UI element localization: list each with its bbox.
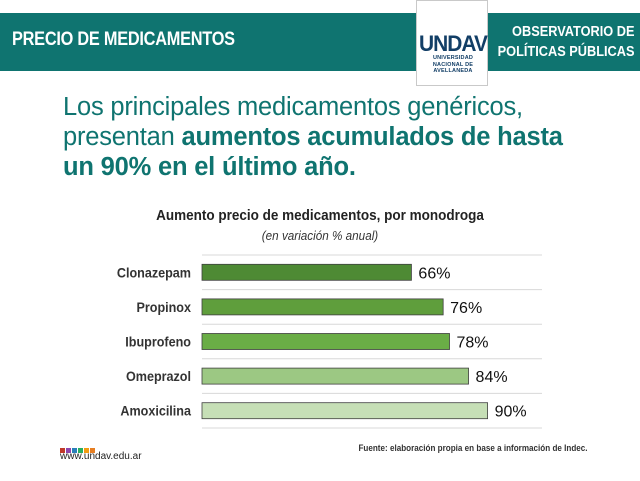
logo-line-3: AVELLANEDA xyxy=(433,68,473,74)
observatory-line-1: OBSERVATORIO DE xyxy=(511,24,634,40)
headline-part-1: Los principales medicamentos genéricos, xyxy=(63,93,523,121)
color-dot xyxy=(78,448,83,453)
category-label: Amoxicilina xyxy=(120,403,191,419)
color-dot xyxy=(66,448,71,453)
color-dot xyxy=(60,448,65,453)
chart-subtitle: (en variación % anual) xyxy=(261,228,379,243)
observatory-line-2: POLÍTICAS PÚBLICAS xyxy=(497,44,634,60)
data-label: 84% xyxy=(476,369,508,386)
undav-logo: UNDAV UNIVERSIDAD NACIONAL DE AVELLANEDA xyxy=(416,0,488,86)
data-label: 76% xyxy=(450,300,482,317)
headline-bold-1: aumentos acumulados de hasta xyxy=(181,123,563,151)
chart-title: Aumento precio de medicamentos, por mono… xyxy=(156,207,484,224)
color-dot xyxy=(72,448,77,453)
data-label: 66% xyxy=(418,265,450,282)
headline-part-2: presentan xyxy=(63,123,182,151)
color-dot xyxy=(90,448,95,453)
category-label: Omeprazol xyxy=(126,368,191,384)
observatory-label: OBSERVATORIO DE POLÍTICAS PÚBLICAS xyxy=(497,22,634,62)
bar-amoxicilina xyxy=(201,402,488,420)
color-dot xyxy=(84,448,89,453)
data-label: 78% xyxy=(457,335,489,352)
footer-url: www.undav.edu.ar xyxy=(60,451,142,462)
headline-bold-2: un 90% en el último año. xyxy=(63,153,356,181)
footer-source: Fuente: elaboración propia en base a inf… xyxy=(358,443,588,453)
header-bar: PRECIO DE MEDICAMENTOS OBSERVATORIO DE P… xyxy=(0,13,640,71)
bar-propinox xyxy=(201,298,444,316)
logo-line-2: NACIONAL DE xyxy=(432,61,474,68)
logo-word: UNDAV xyxy=(418,31,488,56)
category-label: Clonazepam xyxy=(117,265,191,281)
footer-color-dots xyxy=(60,440,96,458)
logo-subtitle: UNIVERSIDAD NACIONAL DE AVELLANEDA xyxy=(417,55,489,75)
bar-omeprazol xyxy=(201,367,469,385)
headline: Los principales medicamentos genéricos, … xyxy=(63,92,623,182)
page-title: PRECIO DE MEDICAMENTOS xyxy=(12,29,235,50)
bar-clonazepam xyxy=(201,263,412,281)
category-label: Ibuprofeno xyxy=(125,334,191,350)
data-label: 90% xyxy=(495,404,527,421)
logo-line-1: UNIVERSIDAD xyxy=(432,55,474,61)
bar-ibuprofeno xyxy=(201,333,450,350)
category-label: Propinox xyxy=(136,299,191,315)
